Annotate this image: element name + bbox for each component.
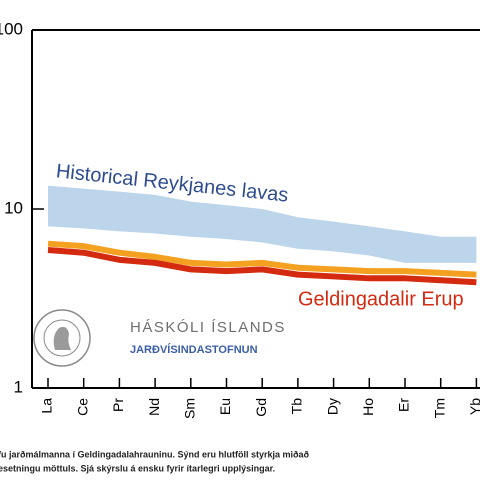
x-tick-label: Tb	[289, 398, 305, 415]
series-line	[47, 247, 477, 286]
logo-name: HÁSKÓLI ÍSLANDS	[130, 319, 286, 336]
x-tick-label: Eu	[217, 398, 233, 415]
x-tick-label: Yb	[467, 398, 480, 415]
x-tick-label: Er	[396, 398, 412, 412]
x-tick-label: Gd	[253, 398, 269, 417]
x-tick-label: La	[39, 398, 55, 414]
x-tick-label: Dy	[324, 398, 340, 415]
y-tick-label: 10	[4, 198, 23, 217]
x-tick-label: Ce	[74, 398, 90, 416]
plot-area	[47, 185, 477, 286]
logo-figure	[53, 326, 71, 350]
range-band	[48, 185, 477, 263]
x-tick-label: Pr	[110, 398, 126, 412]
y-tick-label: 100	[0, 19, 23, 38]
logo-unit: JARÐVÍSINDASTOFNUN	[130, 343, 258, 356]
x-tick-label: Sm	[182, 398, 198, 419]
x-tick-label: Tm	[431, 398, 447, 418]
caption-line: fu jarðmálmanna í Geldingadalahrauninu. …	[0, 449, 310, 459]
series-line	[47, 240, 477, 278]
series-label: Geldingadalir Erup	[298, 288, 464, 310]
logo-seal-inner	[43, 319, 81, 357]
x-tick-label: Nd	[146, 398, 162, 416]
caption-line: esetningu möttuls. Sjá skýrslu á ensku f…	[0, 463, 275, 473]
x-tick-label: Ho	[360, 398, 376, 416]
y-tick-label: 1	[14, 377, 23, 396]
logo: HÁSKÓLI ÍSLANDS JARÐVÍSINDASTOFNUN	[33, 309, 286, 367]
logo-seal	[33, 309, 91, 367]
